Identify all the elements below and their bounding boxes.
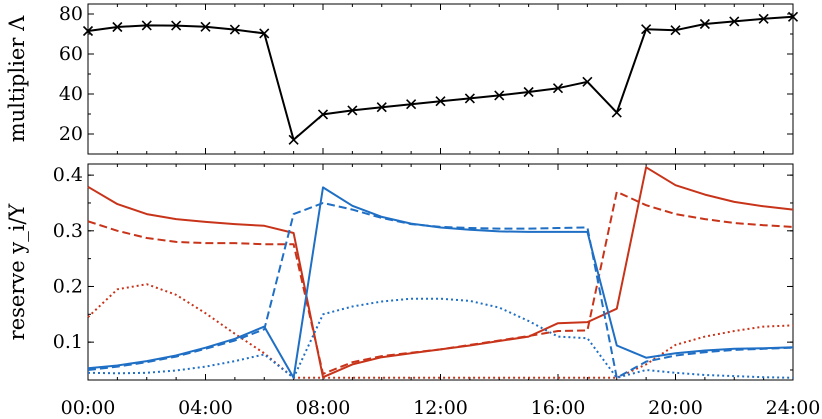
marker-stroke xyxy=(552,83,564,94)
bottom-panel: 0.1 0.2 0.3 0.4 reserve y_i/Y 00:00 04:00 08:00… xyxy=(5,163,821,419)
marker-stroke xyxy=(641,24,652,35)
bottom-ytick-label: 0.4 xyxy=(53,164,83,186)
bottom-series-red-solid xyxy=(87,166,794,379)
marker-stroke xyxy=(729,16,740,27)
top-ytick-label: 60 xyxy=(59,43,83,65)
bottom-axes-frame xyxy=(87,163,794,381)
bottom-series-red-dashed xyxy=(87,190,794,375)
top-marker xyxy=(82,25,94,37)
bottom-series-blue-dotted xyxy=(87,297,794,379)
top-ytick-label: 40 xyxy=(59,83,83,105)
top-marker xyxy=(347,105,358,116)
bottom-series-blue-solid xyxy=(87,186,794,379)
bottom-ytick-label: 0.1 xyxy=(53,331,83,353)
top-marker xyxy=(758,13,769,24)
top-marker xyxy=(406,99,417,110)
bottom-xtick-label: 08:00 xyxy=(296,397,351,419)
marker-stroke xyxy=(171,20,182,31)
marker-stroke xyxy=(582,76,593,87)
bottom-ytick-label: 0.3 xyxy=(53,220,83,242)
top-marker xyxy=(699,18,710,30)
marker-stroke xyxy=(494,90,505,101)
top-marker xyxy=(288,134,299,145)
marker-stroke xyxy=(141,20,152,31)
bottom-xtick-label: 16:00 xyxy=(531,397,586,419)
marker-stroke xyxy=(670,25,681,36)
bottom-ylabel: reserve y_i/Y xyxy=(5,203,29,341)
top-marker xyxy=(729,16,740,27)
top-marker xyxy=(259,28,270,39)
top-marker xyxy=(641,24,652,35)
marker-stroke xyxy=(288,134,299,145)
top-series-multiplier xyxy=(87,15,794,141)
marker-stroke xyxy=(435,96,446,107)
marker-stroke xyxy=(406,99,417,110)
top-marker xyxy=(494,90,505,101)
top-marker xyxy=(611,107,622,118)
marker-stroke xyxy=(787,11,799,22)
marker-stroke xyxy=(82,25,94,37)
top-ylabel: multiplier Λ xyxy=(5,15,29,142)
marker-stroke xyxy=(317,109,329,120)
top-marker xyxy=(200,21,211,32)
top-marker xyxy=(582,76,593,87)
marker-stroke xyxy=(523,86,534,98)
top-marker xyxy=(435,96,446,107)
bottom-series-red-dotted xyxy=(87,283,794,379)
marker-stroke xyxy=(758,13,769,24)
top-marker xyxy=(523,86,534,98)
top-marker xyxy=(141,20,152,31)
bottom-xtick-label: 24:00 xyxy=(766,397,821,419)
bottom-xtick-label: 00:00 xyxy=(61,397,116,419)
marker-stroke xyxy=(611,107,622,118)
bottom-xtick-label: 20:00 xyxy=(648,397,703,419)
top-marker xyxy=(670,25,681,36)
top-marker xyxy=(229,24,240,35)
marker-stroke xyxy=(259,28,270,39)
marker-stroke xyxy=(200,21,211,32)
marker-stroke xyxy=(464,93,475,104)
top-panel: 20 40 60 80 multiplier Λ xyxy=(5,3,799,155)
top-marker xyxy=(376,102,387,113)
bottom-ytick-label: 0.2 xyxy=(53,275,83,297)
top-marker xyxy=(787,11,799,22)
marker-stroke xyxy=(229,24,240,35)
bottom-xtick-label: 12:00 xyxy=(413,397,468,419)
top-marker xyxy=(171,20,182,31)
top-ytick-label: 20 xyxy=(59,123,83,145)
top-marker xyxy=(317,109,329,120)
marker-stroke xyxy=(376,102,387,113)
marker-stroke xyxy=(112,21,123,33)
top-marker xyxy=(464,93,475,104)
top-marker xyxy=(552,83,564,94)
marker-stroke xyxy=(699,18,710,30)
top-marker xyxy=(112,21,123,33)
marker-stroke xyxy=(347,105,358,116)
top-ytick-label: 80 xyxy=(59,3,83,25)
bottom-xtick-label: 04:00 xyxy=(178,397,233,419)
